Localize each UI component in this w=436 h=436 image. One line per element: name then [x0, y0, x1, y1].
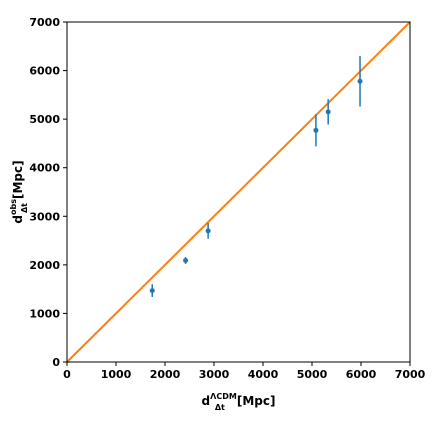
y-axis-label-subscript: Δt [20, 203, 29, 213]
data-point [325, 109, 331, 115]
y-tick-label: 5000 [29, 113, 60, 126]
plot-frame [66, 21, 411, 363]
y-tick-label: 4000 [29, 162, 60, 175]
y-tick-label: 6000 [29, 65, 60, 78]
y-tick-label: 1000 [29, 307, 60, 320]
x-axis-label-superscript: ΛCDM [210, 392, 237, 401]
y-tick-label: 2000 [29, 259, 60, 272]
y-tick-label: 0 [52, 356, 60, 369]
plot-layer [66, 21, 411, 363]
x-axis-label-unit: [Mpc] [237, 394, 276, 408]
data-point [205, 228, 211, 234]
y-tick-label: 3000 [29, 210, 60, 223]
x-tick-label: 7000 [395, 368, 426, 381]
x-axis-label-subscript: Δt [215, 403, 225, 412]
x-axis-label-base: d [202, 394, 211, 408]
x-tick-label: 6000 [346, 368, 377, 381]
x-tick-label: 3000 [199, 368, 230, 381]
x-tick-label: 0 [63, 368, 71, 381]
data-point [149, 288, 155, 294]
y-axis-label-base: d [11, 215, 25, 224]
data-point [183, 257, 189, 263]
x-tick-label: 1000 [101, 368, 132, 381]
data-point [357, 78, 363, 84]
ticks-layer: 0 1000 2000 3000 4000 5000 6000 7000 0 1000 2000 30… [29, 16, 425, 381]
y-axis-label: dobs Δt [Mpc] [9, 160, 29, 223]
y-axis-label-superscript: obs [9, 199, 18, 215]
x-tick-label: 4000 [248, 368, 279, 381]
data-point [313, 127, 319, 133]
x-tick-label: 2000 [150, 368, 181, 381]
y-tick-label: 7000 [29, 16, 60, 29]
y-axis-label-unit: [Mpc] [11, 160, 25, 199]
x-axis-label: dΛCDM Δt [Mpc] [202, 392, 276, 412]
identity-line [66, 21, 411, 363]
x-tick-label: 5000 [297, 368, 328, 381]
